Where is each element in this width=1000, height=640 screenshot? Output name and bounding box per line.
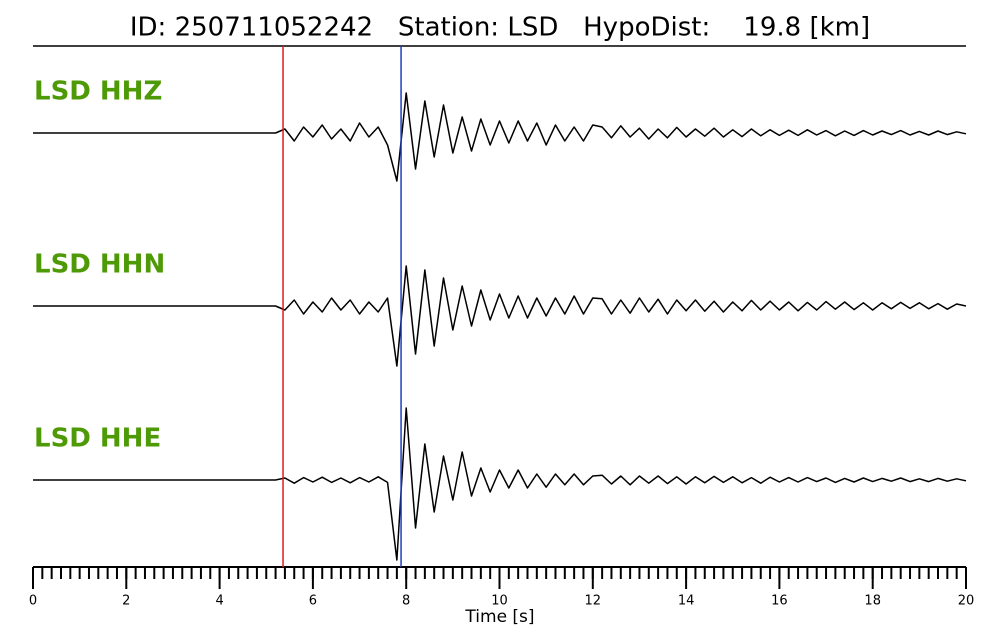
x-tick-label: 12: [585, 594, 602, 609]
x-tick-label: 6: [309, 594, 317, 609]
x-tick-label: 14: [678, 594, 695, 609]
chart-title: ID: 250711052242 Station: LSD HypoDist: …: [130, 13, 870, 43]
x-axis-label: Time [s]: [464, 607, 534, 627]
waveform: [33, 407, 967, 561]
x-tick-label: 20: [958, 594, 975, 609]
trace-label: LSD HHE: [34, 424, 161, 454]
x-tick-label: 4: [215, 594, 223, 609]
x-tick-label: 10: [491, 594, 508, 609]
trace-label: LSD HHZ: [34, 77, 162, 107]
trace-label: LSD HHN: [34, 250, 165, 280]
x-tick-label: 18: [864, 594, 881, 609]
waveform: [33, 265, 967, 367]
x-tick-label: 2: [122, 594, 130, 609]
x-tick-label: 8: [402, 594, 410, 609]
x-tick-label: 0: [29, 594, 37, 609]
waveform: [33, 92, 967, 182]
x-tick-label: 16: [771, 594, 788, 609]
